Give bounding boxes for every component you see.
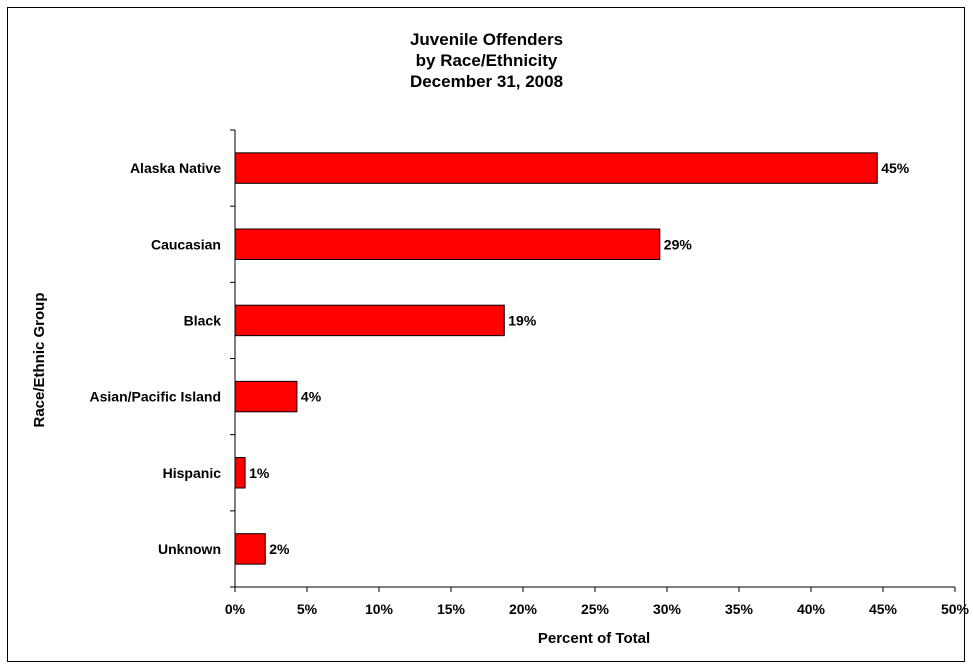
bar-black [234,304,505,337]
data-label-unknown: 2% [269,541,290,557]
x-tick-label: 40% [797,601,826,617]
x-tick-label: 45% [869,601,898,617]
data-label-asian-pacific-island: 4% [301,389,322,405]
bar-hispanic [234,457,246,489]
x-tick-label: 35% [725,601,754,617]
x-tick-label: 30% [653,601,682,617]
x-tick-label: 10% [365,601,394,617]
bar-asian-pacific-island [234,380,298,413]
x-tick-label: 50% [941,601,970,617]
bars-layer [234,152,878,565]
bar-unknown [234,533,266,565]
x-tick-label: 25% [581,601,610,617]
category-label-asian-pacific-island: Asian/Pacific Island [90,389,222,405]
bar-caucasian [234,228,661,260]
x-tick-label: 0% [225,601,246,617]
data-label-caucasian: 29% [664,236,693,252]
category-label-caucasian: Caucasian [151,236,221,252]
chart-title: Juvenile Offenders by Race/Ethnicity Dec… [0,29,973,92]
x-tick-label: 20% [509,601,538,617]
x-axis-title: Percent of Total [538,630,650,647]
chart-title-line-1: Juvenile Offenders [409,30,564,49]
y-axis-title: Race/Ethnic Group [31,292,48,427]
chart-title-line-2: by Race/Ethnicity [415,51,558,70]
axes-layer [230,129,956,592]
category-label-hispanic: Hispanic [163,465,222,481]
chart-title-line-3: December 31, 2008 [409,72,564,91]
x-tick-label: 15% [437,601,466,617]
category-label-alaska-native: Alaska Native [130,160,221,176]
data-label-hispanic: 1% [249,465,270,481]
data-label-black: 19% [508,312,537,328]
category-label-black: Black [184,312,222,328]
data-label-alaska-native: 45% [881,160,910,176]
category-label-unknown: Unknown [158,541,221,557]
labels-layer: Alaska Native 45% Caucasian 29% Black 19% Asia… [90,160,970,617]
x-tick-label: 5% [297,601,318,617]
bar-alaska-native [234,152,878,184]
